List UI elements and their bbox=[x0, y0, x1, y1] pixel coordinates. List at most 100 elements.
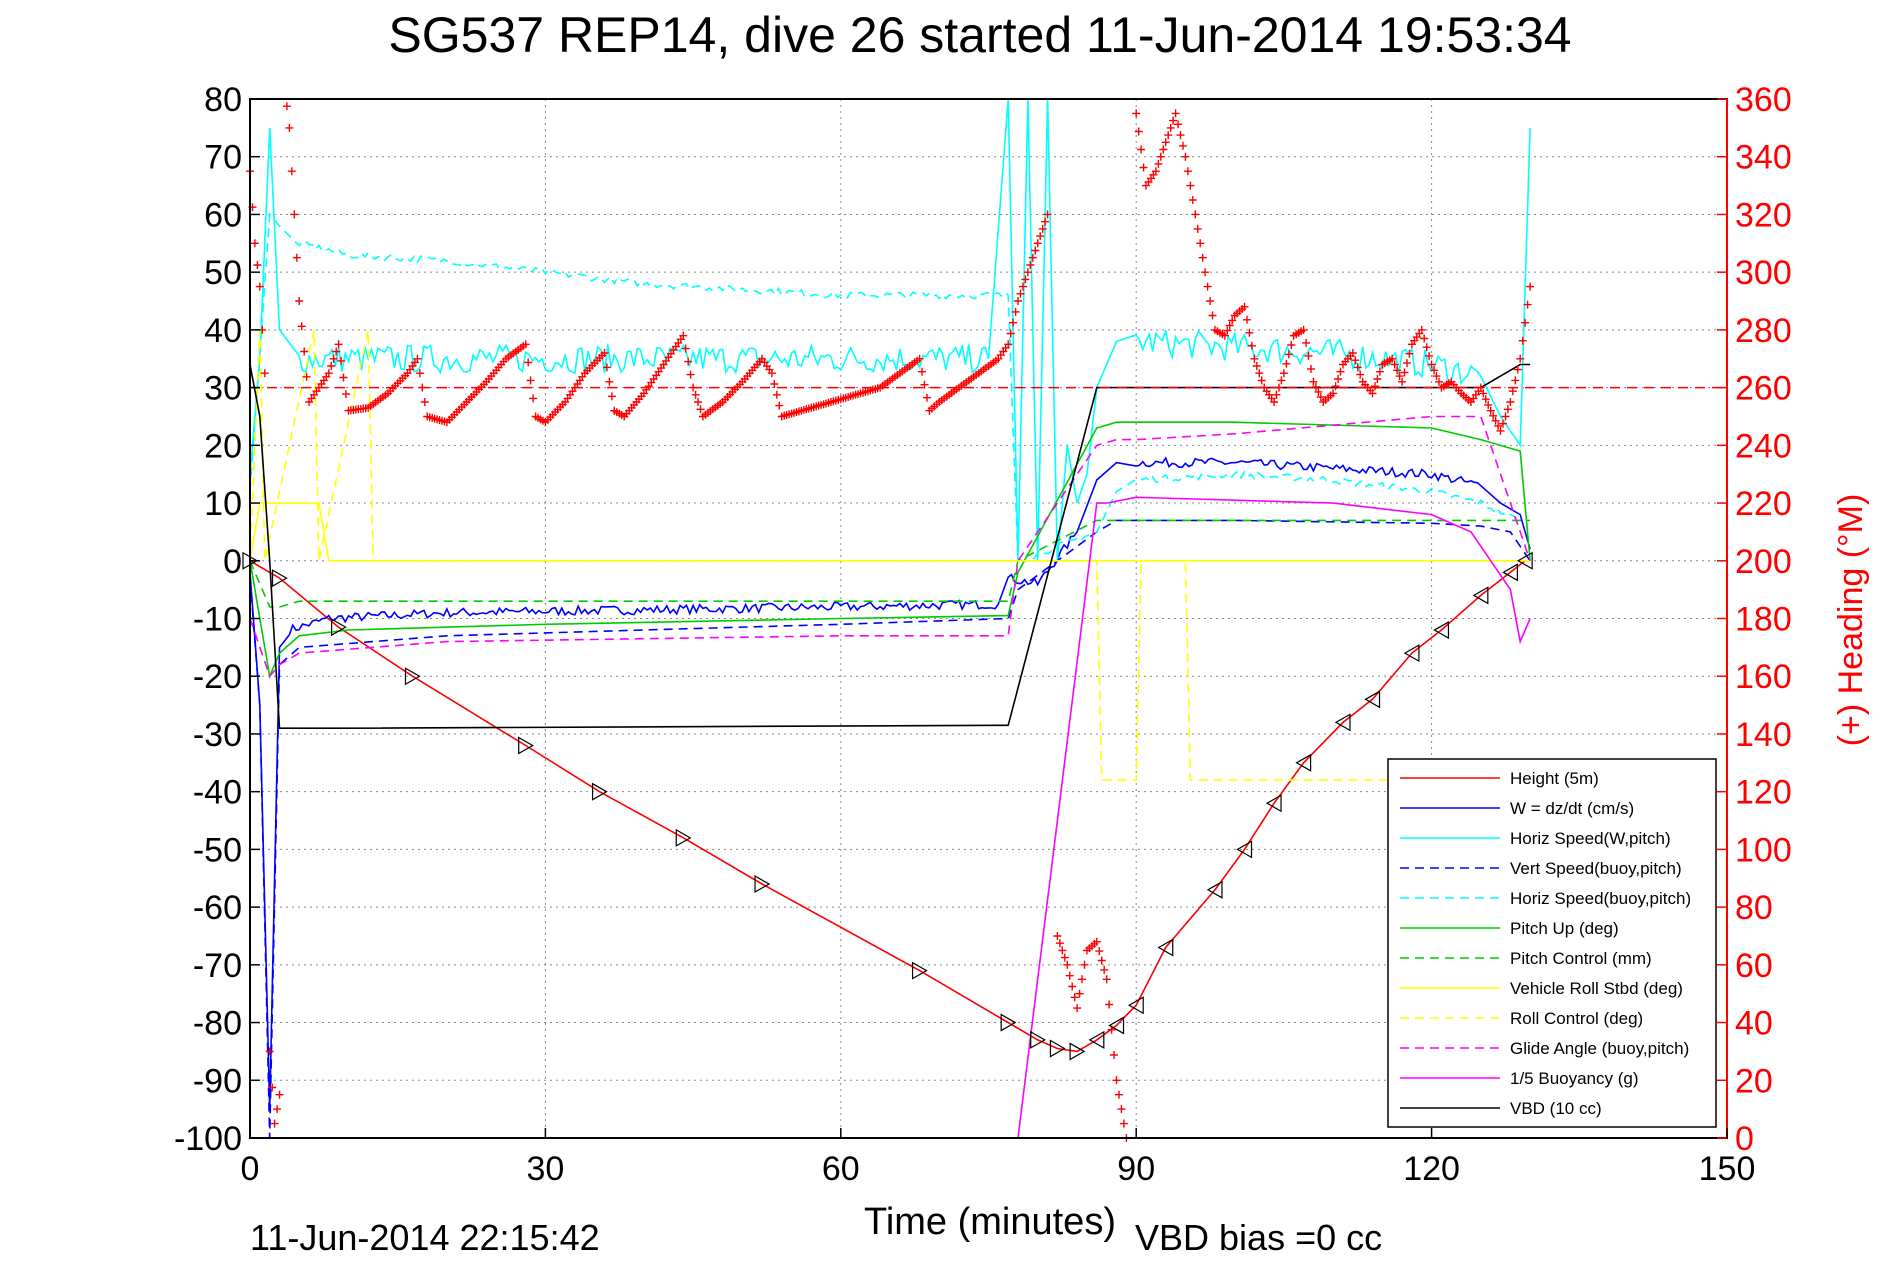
depth-triangle-marker bbox=[1088, 1030, 1105, 1049]
heading-marker bbox=[1284, 350, 1293, 359]
heading-marker bbox=[1395, 372, 1404, 381]
heading-marker bbox=[1390, 360, 1399, 369]
heading-marker bbox=[1275, 383, 1283, 392]
heading-marker bbox=[334, 340, 343, 349]
depth-triangle-marker bbox=[1265, 794, 1282, 813]
legend-label: Roll Control (deg) bbox=[1510, 1009, 1643, 1028]
heading-marker bbox=[1427, 360, 1436, 369]
right-tick-label: 40 bbox=[1735, 1005, 1773, 1043]
right-tick-label: 320 bbox=[1735, 196, 1792, 234]
heading-marker bbox=[1388, 354, 1397, 363]
right-tick-label: 360 bbox=[1735, 81, 1792, 119]
heading-marker bbox=[1503, 405, 1512, 414]
heading-marker bbox=[696, 405, 705, 414]
left-tick-label: 60 bbox=[204, 196, 242, 234]
heading-marker bbox=[1070, 993, 1079, 1002]
heading-marker bbox=[1117, 1105, 1126, 1114]
heading-marker bbox=[287, 167, 296, 176]
depth-triangle-marker bbox=[1049, 1039, 1066, 1058]
heading-marker bbox=[1166, 123, 1175, 132]
heading-marker bbox=[1353, 363, 1362, 372]
heading-marker bbox=[1479, 389, 1488, 398]
grid-lines bbox=[250, 99, 1727, 1138]
heading-marker bbox=[1073, 1004, 1082, 1013]
right-tick-label: 20 bbox=[1735, 1062, 1773, 1100]
heading-marker bbox=[270, 1119, 279, 1128]
legend: Height (5m) W = dz/dt (cm/s) Horiz Speed(W… bbox=[1387, 758, 1717, 1128]
heading-marker bbox=[275, 1090, 284, 1099]
left-tick-label: -60 bbox=[193, 889, 242, 927]
heading-marker bbox=[691, 390, 700, 399]
legend-label: Pitch Up (deg) bbox=[1510, 919, 1619, 938]
heading-marker bbox=[1371, 382, 1379, 391]
heading-marker bbox=[1331, 382, 1340, 391]
heading-marker bbox=[772, 390, 781, 399]
heading-marker bbox=[1119, 1119, 1128, 1128]
x-tick-label: 120 bbox=[1403, 1150, 1460, 1188]
heading-marker bbox=[1055, 939, 1064, 948]
heading-marker bbox=[686, 370, 695, 379]
heading-marker bbox=[1279, 369, 1288, 378]
left-tick-label: -80 bbox=[193, 1005, 242, 1043]
heading-marker bbox=[1526, 282, 1535, 291]
heading-marker bbox=[1100, 965, 1109, 974]
right-tick-label: 280 bbox=[1735, 312, 1792, 350]
heading-marker bbox=[1203, 282, 1212, 291]
heading-marker bbox=[1171, 109, 1180, 118]
footer-vbd-bias: VBD bias =0 cc bbox=[1135, 1217, 1382, 1258]
heading-marker bbox=[260, 369, 269, 378]
heading-marker bbox=[1011, 307, 1020, 316]
heading-marker bbox=[1422, 343, 1431, 352]
heading-marker bbox=[1432, 372, 1441, 381]
heading-marker bbox=[1009, 318, 1018, 327]
heading-marker bbox=[1075, 989, 1084, 998]
heading-marker bbox=[1314, 387, 1323, 396]
heading-marker bbox=[1272, 390, 1281, 399]
left-tick-label: 0 bbox=[223, 543, 242, 581]
heading-marker bbox=[1518, 336, 1527, 345]
depth-triangle-markers bbox=[242, 551, 1533, 1061]
heading-marker bbox=[605, 377, 614, 386]
heading-marker bbox=[1023, 268, 1032, 277]
x-tick-label: 30 bbox=[526, 1150, 564, 1188]
left-tick-label: 10 bbox=[204, 485, 242, 523]
heading-marker bbox=[1430, 366, 1439, 375]
heading-marker bbox=[1028, 253, 1037, 262]
heading-marker bbox=[1220, 331, 1229, 340]
heading-marker bbox=[1302, 338, 1311, 347]
left-tick-label: -40 bbox=[193, 774, 242, 812]
left-tick-label: -30 bbox=[193, 716, 242, 754]
heading-marker bbox=[1257, 376, 1266, 385]
heading-marker bbox=[526, 376, 535, 385]
depth-triangle-marker bbox=[1206, 880, 1223, 899]
heading-marker bbox=[679, 331, 688, 340]
heading-marker bbox=[1309, 377, 1318, 386]
heading-marker bbox=[420, 398, 429, 406]
heading-marker bbox=[681, 344, 690, 353]
series-line bbox=[249, 415, 1531, 678]
depth-triangle-marker bbox=[911, 961, 928, 980]
heading-marker bbox=[1486, 406, 1495, 415]
heading-marker bbox=[1501, 412, 1510, 421]
heading-marker bbox=[1132, 109, 1141, 118]
legend-label: Height (5m) bbox=[1510, 769, 1599, 788]
depth-triangle-marker bbox=[754, 874, 771, 894]
heading-marker bbox=[1228, 316, 1237, 325]
heading-marker bbox=[775, 401, 784, 410]
heading-marker bbox=[290, 210, 299, 219]
series-line bbox=[249, 98, 1531, 561]
heading-marker bbox=[1247, 341, 1256, 350]
heading-marker bbox=[1506, 398, 1515, 406]
heading-marker bbox=[1038, 224, 1047, 233]
right-tick-label: 0 bbox=[1735, 1120, 1754, 1158]
heading-marker bbox=[1400, 368, 1409, 377]
depth-triangle-marker bbox=[1000, 1013, 1017, 1032]
heading-marker bbox=[1403, 359, 1411, 368]
heading-marker bbox=[1435, 377, 1443, 386]
heading-marker bbox=[285, 123, 294, 132]
heading-marker bbox=[1174, 120, 1182, 129]
heading-marker bbox=[302, 372, 311, 381]
heading-marker bbox=[1277, 376, 1286, 385]
heading-marker bbox=[1476, 383, 1485, 392]
heading-marker bbox=[1270, 398, 1279, 406]
